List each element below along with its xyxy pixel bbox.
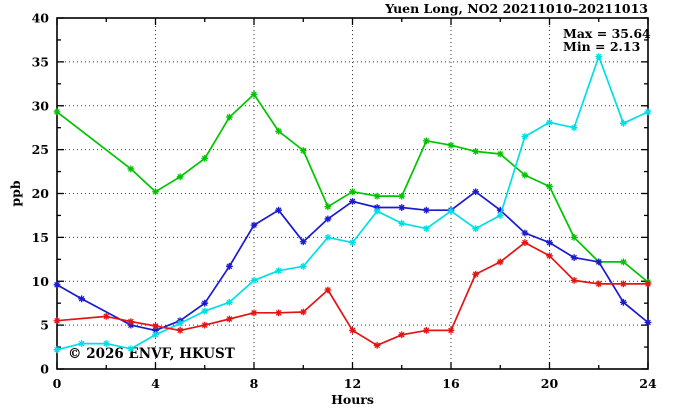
x-tick-label: 12 <box>344 376 361 391</box>
x-tick-label: 20 <box>541 376 559 391</box>
y-tick-label: 20 <box>32 186 50 201</box>
y-tick-label: 25 <box>32 142 49 157</box>
y-tick-label: 30 <box>32 98 50 113</box>
y-tick-label: 35 <box>32 54 49 69</box>
series-line-blue-day-line <box>56 190 649 332</box>
series-line-red-day-line <box>56 241 649 347</box>
series-markers-green-day-line <box>53 90 652 286</box>
y-axis-label: ppb <box>8 180 23 206</box>
x-axis-label: Hours <box>331 392 374 407</box>
stat-annotation: Max = 35.64 <box>563 26 651 41</box>
series-markers-red-day-line <box>53 239 652 349</box>
series-markers-blue-day-line <box>53 188 652 334</box>
chart-title: Yuen Long, NO2 20211010–20211013 <box>384 1 648 16</box>
x-tick-label: 8 <box>250 376 259 391</box>
y-tick-label: 15 <box>32 230 49 245</box>
x-tick-label: 16 <box>442 376 460 391</box>
stat-annotation: Min = 2.13 <box>563 39 640 54</box>
x-tick-label: 0 <box>53 376 62 391</box>
watermark: © 2026 ENVF, HKUST <box>68 346 235 362</box>
y-tick-label: 5 <box>40 318 49 333</box>
y-tick-label: 0 <box>40 362 49 377</box>
series-markers-cyan-day-line <box>53 53 652 354</box>
x-tick-label: 4 <box>151 376 160 391</box>
x-tick-label: 24 <box>639 376 657 391</box>
y-tick-label: 10 <box>32 274 50 289</box>
y-tick-label: 40 <box>32 11 50 26</box>
